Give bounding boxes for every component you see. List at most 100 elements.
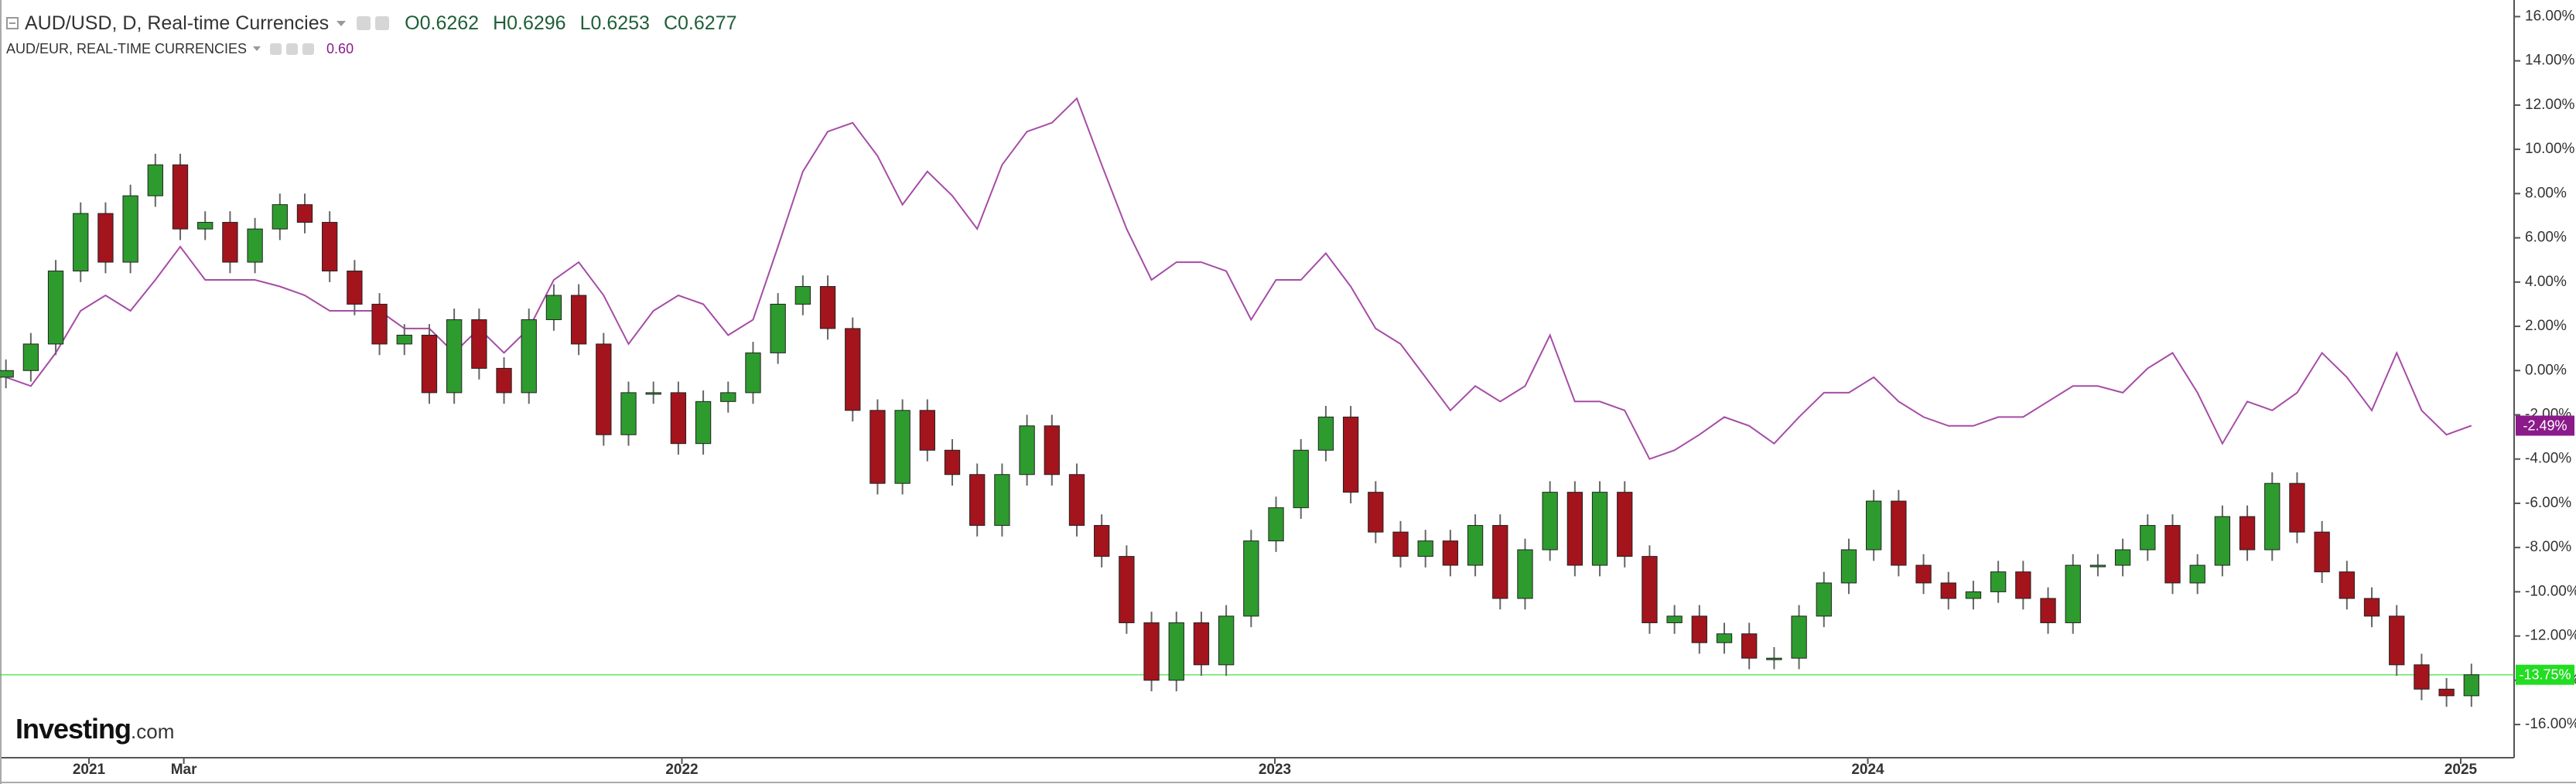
candle-body bbox=[1442, 540, 1459, 566]
candle-body bbox=[1492, 525, 1508, 599]
candle-body bbox=[894, 410, 910, 484]
y-tick-label: -16.00% bbox=[2525, 716, 2576, 732]
candle-body bbox=[247, 228, 263, 263]
candle-body bbox=[421, 334, 438, 394]
ohlc-item: O0.6262 bbox=[405, 12, 479, 35]
settings-icon[interactable] bbox=[270, 43, 282, 55]
y-tick-label: 12.00% bbox=[2525, 97, 2575, 113]
candle-body bbox=[2389, 615, 2405, 666]
candle-body bbox=[222, 222, 238, 263]
candle-body bbox=[446, 319, 463, 394]
overlay-name: AUD/EUR, REAL-TIME CURRENCIES bbox=[6, 40, 248, 56]
ohlc-value: 0.6262 bbox=[419, 12, 480, 34]
candle-body bbox=[2363, 598, 2380, 617]
logo: Investing.com bbox=[15, 713, 174, 745]
candle-body bbox=[1791, 615, 1807, 659]
legend: AUD/USD, D, Real-time Currencies O0.6262… bbox=[6, 9, 751, 60]
candle-body bbox=[2164, 525, 2181, 584]
candle-body bbox=[819, 286, 836, 329]
candle-body bbox=[2264, 482, 2280, 551]
candle-body bbox=[2463, 674, 2479, 697]
ohlc-label: H bbox=[493, 12, 507, 34]
candle-body bbox=[2339, 571, 2356, 599]
candle-body bbox=[1218, 615, 1235, 666]
x-tick-label: 2023 bbox=[1259, 762, 1291, 778]
candle-body bbox=[845, 328, 861, 411]
candle-body bbox=[1915, 564, 1932, 584]
overlay-legend: AUD/EUR, REAL-TIME CURRENCIES 0.60 bbox=[6, 37, 751, 60]
candle-body bbox=[272, 204, 288, 230]
hide-icon[interactable] bbox=[286, 43, 299, 55]
candle-body bbox=[0, 370, 14, 378]
candle-body bbox=[1666, 615, 1683, 623]
hide-icon[interactable] bbox=[375, 16, 390, 30]
candle-body bbox=[869, 410, 886, 484]
candle-body bbox=[1119, 556, 1135, 623]
candle-body bbox=[371, 303, 388, 345]
candle-body bbox=[322, 222, 338, 272]
ohlc-label: O bbox=[405, 12, 420, 34]
x-tick-label: 2021 bbox=[73, 762, 106, 778]
candle-body bbox=[1368, 492, 1384, 533]
candle-body bbox=[2114, 549, 2131, 566]
y-tick-label: 4.00% bbox=[2525, 274, 2567, 290]
price-tag bbox=[2516, 415, 2574, 436]
candle-body bbox=[22, 343, 39, 371]
candle-body bbox=[1293, 449, 1309, 509]
candle-body bbox=[670, 392, 687, 445]
candle-body bbox=[1766, 657, 1782, 660]
candle-body bbox=[296, 204, 313, 223]
dropdown-caret[interactable] bbox=[253, 46, 261, 51]
logo-suffix: .com bbox=[131, 720, 175, 743]
candle-body bbox=[122, 195, 138, 263]
settings-icon[interactable] bbox=[357, 16, 371, 30]
candle-body bbox=[944, 449, 961, 476]
candle-body bbox=[1193, 622, 1210, 666]
candle-body bbox=[496, 367, 512, 394]
candle-body bbox=[1566, 492, 1584, 566]
candle-body bbox=[73, 213, 89, 272]
candle-body bbox=[1840, 549, 1857, 584]
remove-icon[interactable] bbox=[302, 43, 315, 55]
candle-body bbox=[1168, 622, 1184, 681]
candle-body bbox=[794, 286, 811, 305]
candle-body bbox=[2015, 571, 2031, 599]
candle-body bbox=[720, 392, 736, 402]
y-tick-label: 6.00% bbox=[2525, 230, 2567, 246]
chart-title: AUD/USD, D, Real-time Currencies bbox=[25, 12, 330, 34]
candle-body bbox=[2214, 516, 2231, 566]
ohlc-value: 0.6296 bbox=[507, 12, 566, 34]
candle-body bbox=[1068, 474, 1085, 527]
candle-body bbox=[1716, 633, 1733, 643]
candle-body bbox=[2239, 516, 2256, 551]
collapse-icon[interactable] bbox=[6, 17, 19, 29]
candle-body bbox=[645, 392, 661, 395]
candle-body bbox=[994, 474, 1010, 527]
candle-body bbox=[1342, 416, 1359, 493]
y-tick-label: -4.00% bbox=[2525, 451, 2571, 467]
candle-body bbox=[919, 410, 935, 451]
candle-body bbox=[620, 392, 637, 435]
dropdown-caret[interactable] bbox=[337, 20, 347, 26]
candle-body bbox=[1940, 582, 1956, 599]
ohlc-label: C bbox=[663, 12, 678, 34]
price-tag-label: -13.75% bbox=[2519, 666, 2571, 682]
y-tick-label: -6.00% bbox=[2525, 495, 2571, 511]
ohlc-values: O0.6262 H0.6296 L0.6253 C0.6277 bbox=[405, 12, 750, 35]
price-tag bbox=[2516, 664, 2574, 685]
y-tick-label: 2.00% bbox=[2525, 318, 2567, 334]
candle-body bbox=[570, 295, 587, 345]
candle-body bbox=[1517, 549, 1533, 599]
candle-body bbox=[2140, 525, 2156, 551]
candle-body bbox=[1866, 500, 1882, 551]
y-tick-label: 0.00% bbox=[2525, 362, 2567, 378]
candle-body bbox=[2289, 482, 2305, 533]
y-tick-label: -10.00% bbox=[2525, 583, 2576, 599]
candle-body bbox=[2040, 598, 2056, 623]
candle-body bbox=[2314, 531, 2330, 573]
y-tick-label: -8.00% bbox=[2525, 539, 2571, 555]
candle-body bbox=[1467, 525, 1484, 566]
candle-body bbox=[596, 343, 612, 435]
